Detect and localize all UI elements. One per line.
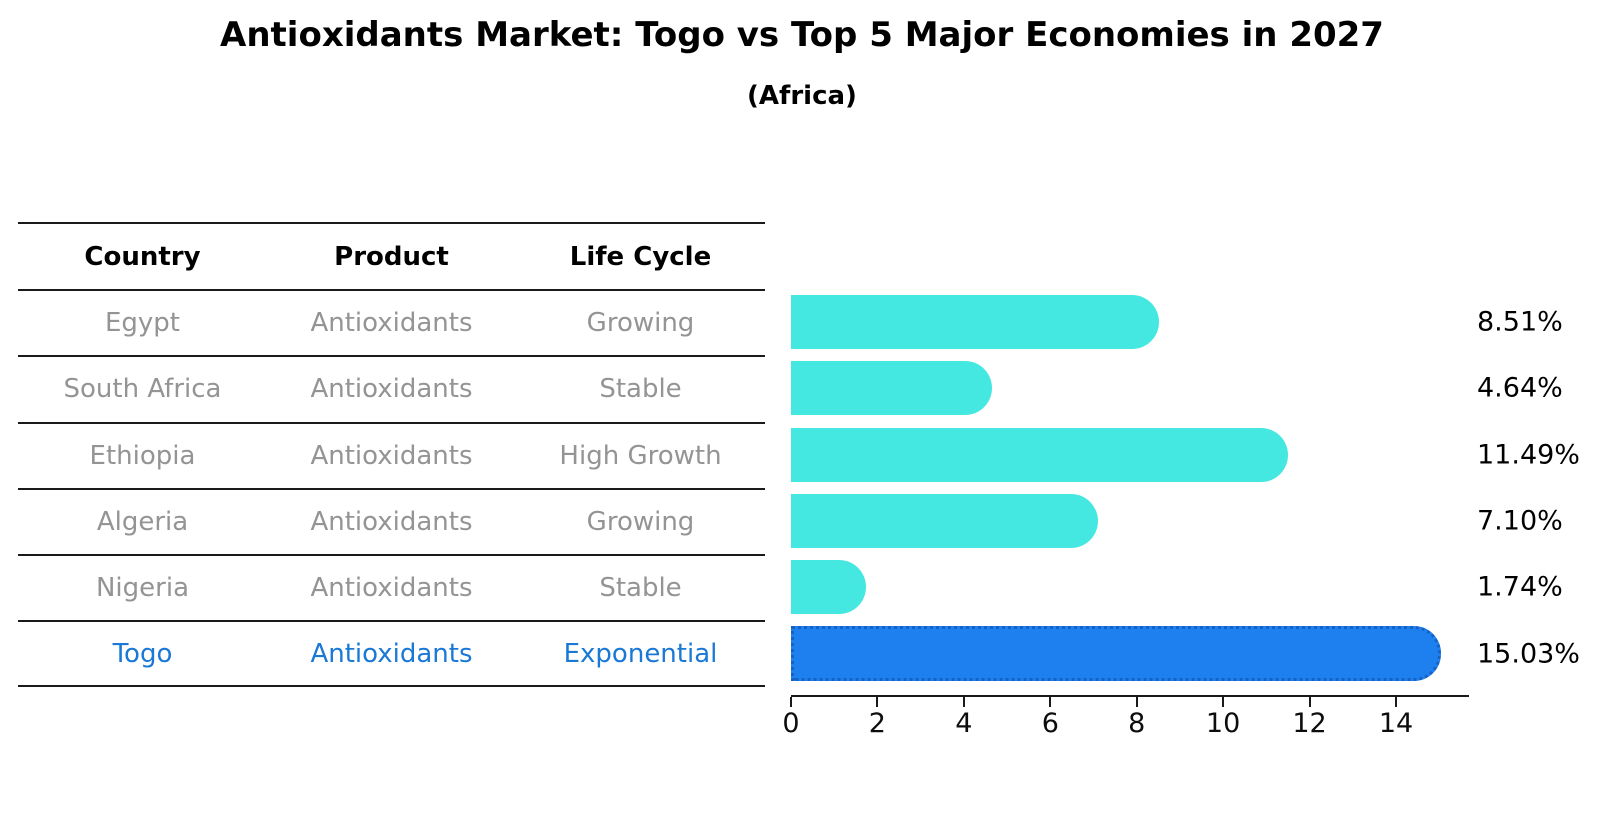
table-row-ethiopia: Ethiopia Antioxidants High Growth: [18, 421, 765, 488]
bar-value-label: 1.74%: [1477, 571, 1563, 603]
x-tick-mark: [1395, 697, 1397, 707]
cell-country: Togo: [112, 638, 173, 669]
cell-product: Antioxidants: [310, 374, 473, 405]
cell-life-cycle: High Growth: [559, 440, 722, 471]
table-row-togo: Togo Antioxidants Exponential: [18, 620, 765, 687]
x-tick-mark: [1049, 697, 1052, 707]
x-tick-label: 12: [1292, 708, 1327, 739]
column-header-product: Product: [334, 241, 449, 272]
x-axis: 0 2 4 6 8 10 12 14: [782, 695, 1469, 755]
x-tick-mark: [1308, 697, 1311, 707]
x-tick-mark: [876, 697, 879, 707]
table-row-nigeria: Nigeria Antioxidants Stable: [18, 554, 765, 620]
cell-country: Ethiopia: [89, 440, 196, 471]
bar-row-ethiopia: 11.49%: [791, 422, 1604, 488]
cell-product: Antioxidants: [310, 573, 473, 604]
x-tick-label: 2: [868, 708, 886, 739]
bar-nigeria: [791, 560, 867, 615]
table-row-south-africa: South Africa Antioxidants Stable: [18, 355, 765, 421]
bar-ethiopia: [791, 427, 1288, 482]
bar-togo: [791, 626, 1441, 682]
bar-value-label: 8.51%: [1477, 306, 1563, 338]
cell-product: Antioxidants: [310, 308, 473, 339]
x-axis-line: [791, 695, 1469, 697]
bar-row-nigeria: 1.74%: [791, 554, 1604, 620]
x-tick-label: 6: [1041, 708, 1059, 739]
cell-life-cycle: Stable: [599, 374, 682, 405]
bar-egypt: [791, 295, 1159, 350]
bar-value-label: 15.03%: [1477, 638, 1580, 670]
cell-country: Algeria: [96, 507, 189, 538]
cell-product: Antioxidants: [310, 638, 473, 669]
bar-row-south-africa: 4.64%: [791, 355, 1604, 421]
x-tick-mark: [962, 697, 965, 707]
bar-plot: 8.51% 4.64% 11.49% 7.10% 1.74% 15.03%: [791, 289, 1604, 687]
x-tick-mark: [1135, 697, 1138, 707]
x-tick-label: 10: [1205, 708, 1241, 739]
cell-product: Antioxidants: [310, 440, 473, 471]
x-tick-label: 14: [1378, 708, 1414, 739]
column-header-country: Country: [84, 241, 201, 272]
cell-country: Nigeria: [95, 573, 190, 604]
cell-product: Antioxidants: [310, 507, 473, 538]
column-header-lifecycle: Life Cycle: [569, 241, 712, 272]
bar-value-label: 11.49%: [1477, 439, 1580, 471]
x-tick-label: 0: [782, 708, 800, 739]
cell-life-cycle: Exponential: [563, 638, 718, 669]
cell-life-cycle: Growing: [586, 308, 695, 339]
bar-value-label: 4.64%: [1477, 372, 1563, 404]
bar-south-africa: [791, 361, 992, 416]
bar-row-togo: 15.03%: [791, 620, 1604, 686]
x-tick-mark: [790, 697, 792, 707]
bar-algeria: [791, 494, 1098, 549]
cell-country: Egypt: [104, 308, 181, 339]
cell-life-cycle: Stable: [599, 573, 682, 604]
cell-country: South Africa: [63, 374, 222, 405]
chart-title: Antioxidants Market: Togo vs Top 5 Major…: [220, 15, 1384, 55]
table-row-egypt: Egypt Antioxidants Growing: [18, 289, 765, 355]
cell-life-cycle: Growing: [586, 507, 695, 538]
x-tick-label: 8: [1128, 708, 1146, 739]
bar-row-egypt: 8.51%: [791, 289, 1604, 355]
country-table: Country Product Life Cycle Egypt Antioxid…: [18, 222, 765, 687]
table-header-row: Country Product Life Cycle: [18, 222, 765, 289]
x-tick-mark: [1222, 697, 1225, 707]
bar-value-label: 7.10%: [1477, 505, 1563, 537]
x-tick-label: 4: [955, 708, 973, 739]
chart-subtitle: (Africa): [747, 81, 857, 111]
table-row-algeria: Algeria Antioxidants Growing: [18, 487, 765, 554]
bar-row-algeria: 7.10%: [791, 488, 1604, 554]
